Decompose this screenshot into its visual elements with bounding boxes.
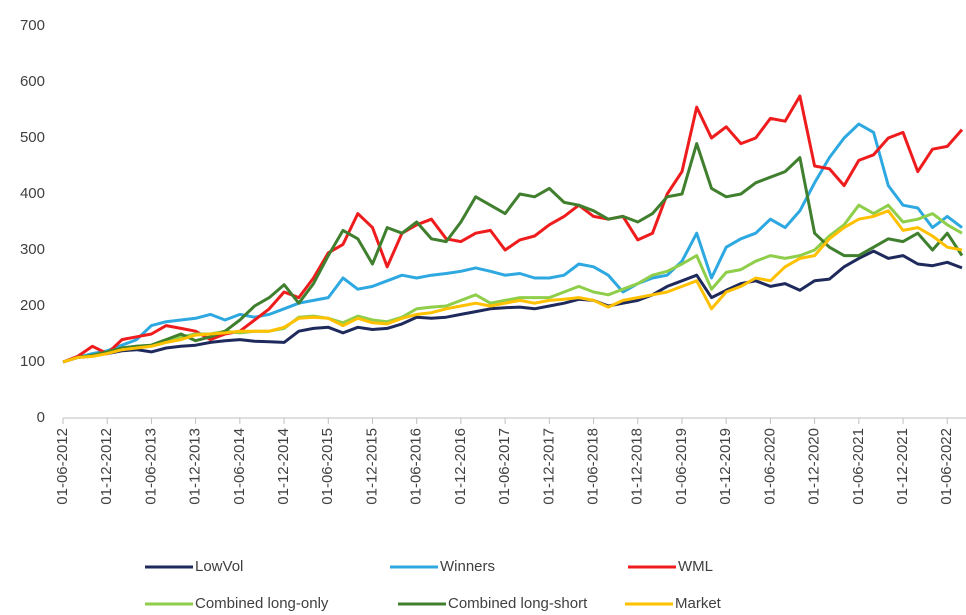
y-tick-label: 200 — [20, 297, 45, 314]
series-line — [62, 203, 963, 364]
x-tick-label: 01-12-2019 — [717, 428, 734, 505]
y-tick-label: 700 — [20, 17, 45, 34]
x-tick-label: 01-12-2016 — [452, 428, 469, 505]
x-tick-label: 01-12-2018 — [629, 428, 646, 505]
x-tick-label: 01-06-2017 — [496, 428, 513, 505]
x-tick-label: 01-12-2015 — [363, 428, 380, 505]
series-line — [62, 249, 963, 364]
legend-label: LowVol — [195, 558, 243, 575]
x-tick-label: 01-06-2013 — [142, 428, 159, 505]
x-tick-label: 01-12-2013 — [187, 428, 204, 505]
y-tick-label: 600 — [20, 73, 45, 90]
series-line — [62, 142, 964, 364]
y-tick-label: 100 — [20, 353, 45, 370]
y-tick-label: 300 — [20, 241, 45, 258]
y-tick-label: 500 — [20, 129, 45, 146]
legend-label: Market — [675, 595, 722, 612]
x-tick-label: 01-12-2021 — [894, 428, 911, 505]
x-tick-label: 01-06-2022 — [938, 428, 955, 505]
y-tick-label: 0 — [37, 409, 45, 426]
x-tick-label: 01-06-2016 — [408, 428, 425, 505]
x-tick-label: 01-12-2014 — [275, 428, 292, 505]
x-tick-label: 01-06-2019 — [673, 428, 690, 505]
legend-label: Combined long-only — [195, 595, 329, 612]
x-tick-label: 01-06-2012 — [54, 428, 71, 505]
legend-label: Winners — [440, 558, 495, 575]
x-tick-label: 01-06-2018 — [585, 428, 602, 505]
legend-label: Combined long-short — [448, 595, 588, 612]
x-tick-label: 01-06-2021 — [850, 428, 867, 505]
series-line — [62, 209, 963, 364]
x-tick-label: 01-12-2017 — [540, 428, 557, 505]
x-tick-label: 01-06-2020 — [761, 428, 778, 505]
legend-label: WML — [678, 558, 713, 575]
x-tick-label: 01-06-2014 — [231, 428, 248, 505]
x-tick-label: 01-12-2020 — [806, 428, 823, 505]
y-tick-label: 400 — [20, 185, 45, 202]
series-line — [62, 122, 963, 364]
series-line — [62, 94, 964, 364]
x-tick-label: 01-12-2012 — [98, 428, 115, 505]
x-tick-label: 01-06-2015 — [319, 428, 336, 505]
